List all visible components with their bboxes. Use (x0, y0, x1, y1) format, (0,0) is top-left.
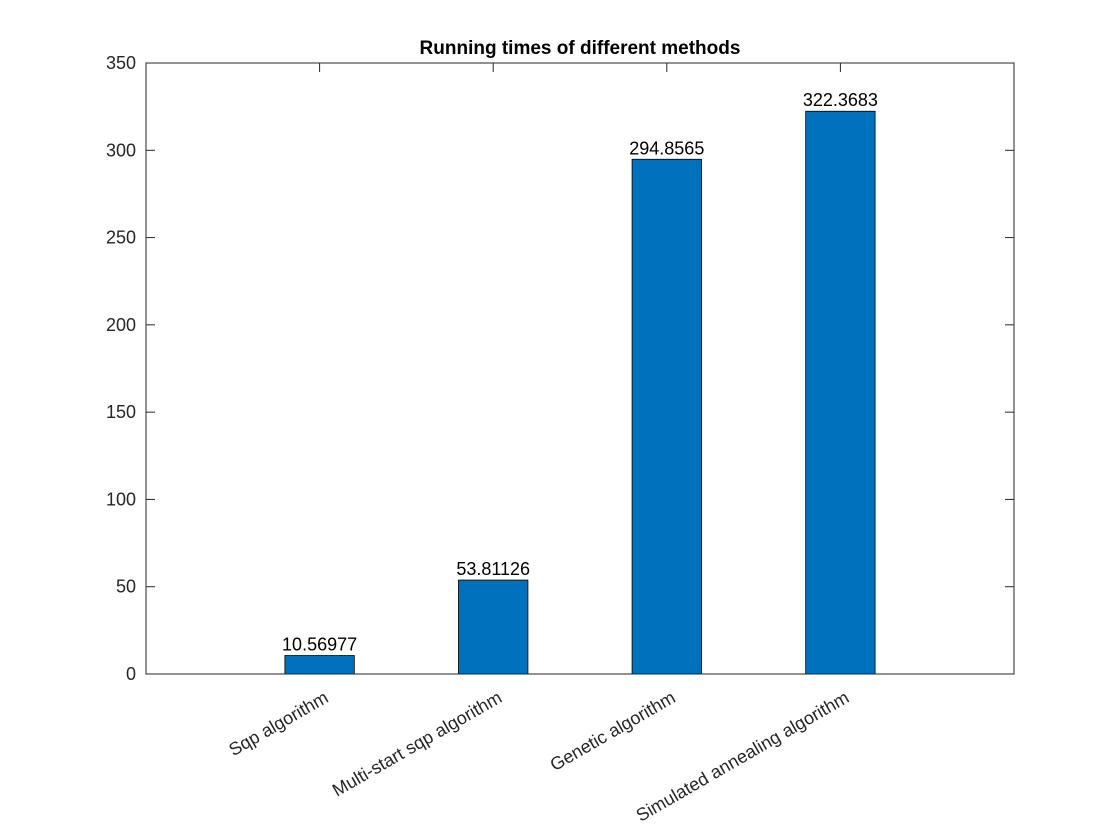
bar (284, 655, 355, 675)
y-tick-label: 300 (106, 140, 136, 160)
y-tick-label: 200 (106, 315, 136, 335)
x-tick-label: Multi-start sqp algorithm (329, 687, 505, 800)
plot-area-frame (145, 62, 1015, 675)
y-tick-label: 150 (106, 402, 136, 422)
data-labels: 10.56977 53.81126 294.8565 322.3683 (282, 90, 878, 654)
bars (284, 110, 876, 675)
y-tick-label: 250 (106, 228, 136, 248)
data-label: 322.3683 (803, 90, 878, 110)
chart-title: Running times of different methods (420, 38, 741, 59)
x-tick-label: Sqp algorithm (225, 687, 331, 760)
axis-ticks (146, 62, 1014, 675)
data-label: 53.81126 (456, 559, 530, 579)
bar (631, 158, 702, 675)
bar (805, 110, 876, 675)
y-tick-labels: 0 50 100 150 200 250 300 350 (106, 53, 136, 684)
y-tick-label: 350 (106, 53, 136, 73)
y-tick-label: 100 (106, 489, 136, 509)
bar (458, 579, 529, 675)
data-label: 294.8565 (629, 138, 704, 158)
x-tick-label: Genetic algorithm (547, 687, 679, 775)
data-label: 10.56977 (282, 635, 357, 655)
y-tick-label: 0 (126, 664, 136, 684)
y-tick-label: 50 (116, 577, 136, 597)
